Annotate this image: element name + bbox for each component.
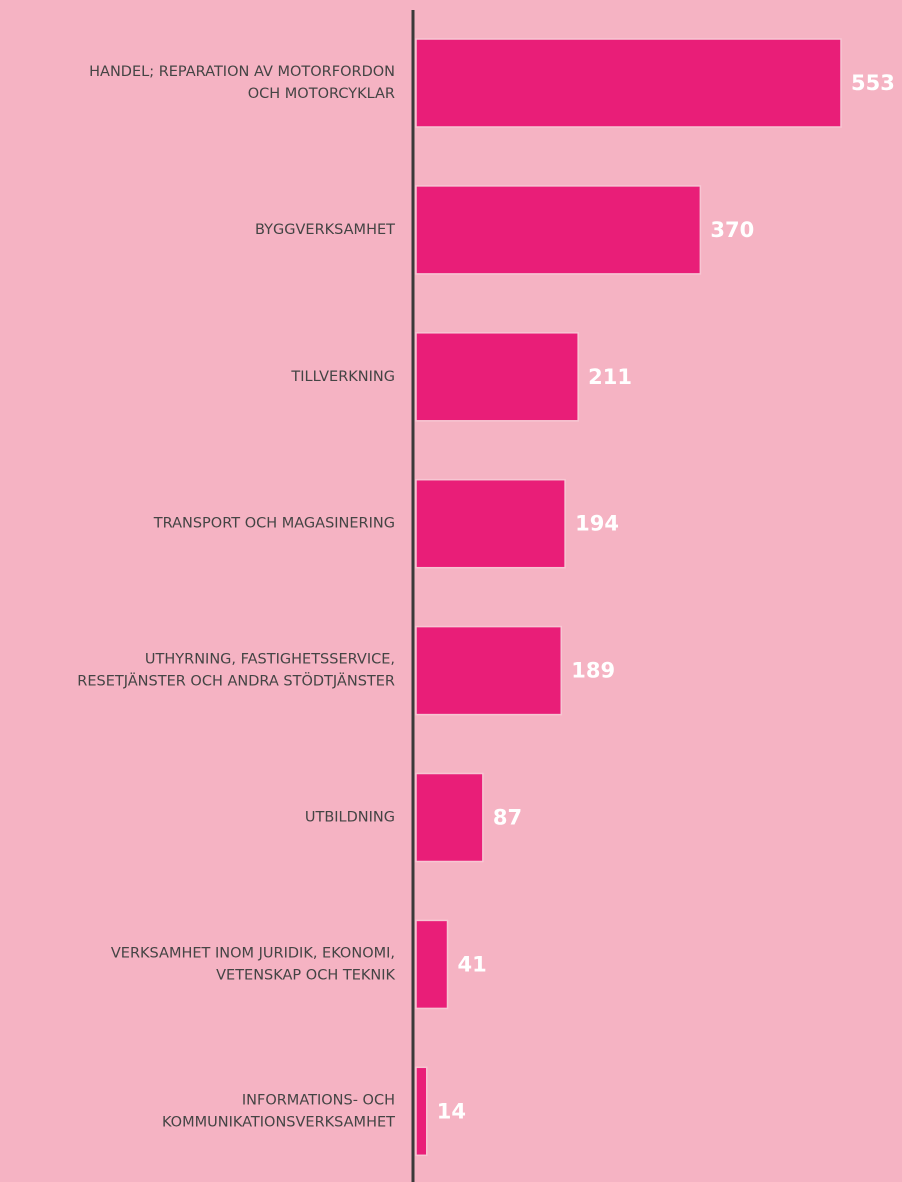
category-label: RESETJÄNSTER OCH ANDRA STÖDTJÄNSTER [77,672,395,690]
category-label: OCH MOTORCYKLAR [248,86,395,102]
category-label: VETENSKAP OCH TEKNIK [216,967,395,983]
value-label: 189 [571,659,615,683]
category-label: HANDEL; REPARATION AV MOTORFORDON [89,64,395,80]
value-label: 211 [588,365,632,389]
bar [415,478,566,569]
bar [415,772,484,863]
value-label: 41 [458,952,487,976]
value-label: 14 [437,1099,466,1123]
bar [415,332,579,422]
bar [415,185,702,275]
category-label: TILLVERKNING [290,369,395,385]
category-label: INFORMATIONS- OCH [242,1092,395,1108]
value-label: 370 [710,218,754,242]
value-label: 553 [851,71,895,95]
category-label: TRANSPORT OCH MAGASINERING [153,516,395,532]
value-label: 194 [575,512,619,536]
category-label: BYGGVERKSAMHET [255,222,395,238]
category-label: KOMMUNIKATIONSVERKSAMHET [162,1114,395,1130]
value-label: 87 [493,806,522,830]
bar [415,1066,428,1157]
bar [415,625,563,716]
category-label: UTHYRNING, FASTIGHETSSERVICE, [145,652,395,668]
category-label: VERKSAMHET INOM JURIDIK, EKONOMI, [111,945,395,961]
bar [415,919,449,1010]
bar [415,38,842,128]
category-label: UTBILDNING [305,810,395,826]
